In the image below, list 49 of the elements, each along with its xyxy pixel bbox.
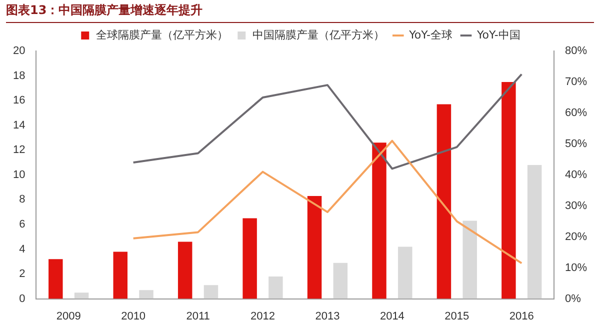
y2-tick-label: 50% <box>564 138 588 150</box>
bar <box>113 252 128 299</box>
x-tick-label: 2011 <box>186 310 210 322</box>
y-tick-label: 14 <box>12 119 26 132</box>
y-tick-label: 18 <box>12 70 26 82</box>
y-tick-label: 20 <box>12 45 26 58</box>
bar <box>527 164 542 299</box>
legend-label: 中国隔膜产量（亿平方米） <box>252 28 385 42</box>
bar <box>242 218 257 299</box>
y-tick-label: 0 <box>19 292 26 305</box>
y-tick-label: 2 <box>19 268 26 280</box>
bar <box>48 259 63 299</box>
y2-tick-label: 10% <box>564 262 588 274</box>
y2-tick-label: 80% <box>564 45 588 58</box>
bar <box>502 82 516 299</box>
bar <box>462 220 477 299</box>
bar <box>204 285 218 299</box>
y-tick-label: 6 <box>19 218 26 230</box>
legend-label: 全球隔膜产量（亿平方米） <box>96 28 228 42</box>
x-tick-label: 2014 <box>380 310 404 322</box>
y2-tick-label: 0% <box>564 292 582 305</box>
y-tick-label: 16 <box>12 94 26 107</box>
y2-tick-label: 60% <box>564 106 588 119</box>
x-tick-label: 2009 <box>56 310 81 322</box>
y2-tick-label: 40% <box>564 168 588 181</box>
bar <box>178 242 192 299</box>
x-tick-label: 2015 <box>444 310 470 322</box>
x-tick-label: 2016 <box>509 310 534 322</box>
x-tick-label: 2013 <box>315 310 340 322</box>
y-tick-label: 10 <box>12 168 26 181</box>
bar <box>333 262 348 299</box>
y-tick-label: 4 <box>19 243 26 256</box>
chart-title: 图表13：中国隔膜产量增速逐年提升 <box>6 2 594 23</box>
bar <box>139 290 154 299</box>
bar <box>398 246 412 299</box>
legend-label: YoY-中国 <box>476 28 520 42</box>
y-tick-label: 8 <box>19 194 26 206</box>
y-tick-label: 12 <box>12 144 26 156</box>
legend-label: YoY-全球 <box>408 28 453 42</box>
bar <box>307 196 322 299</box>
bar <box>268 276 283 299</box>
y2-tick-label: 20% <box>564 230 588 243</box>
y2-tick-label: 70% <box>564 76 588 88</box>
x-tick-label: 2012 <box>250 310 275 322</box>
bar <box>372 142 386 299</box>
y2-tick-label: 30% <box>564 200 588 212</box>
x-tick-label: 2010 <box>121 310 146 322</box>
bar <box>74 292 89 299</box>
bar <box>436 104 452 299</box>
